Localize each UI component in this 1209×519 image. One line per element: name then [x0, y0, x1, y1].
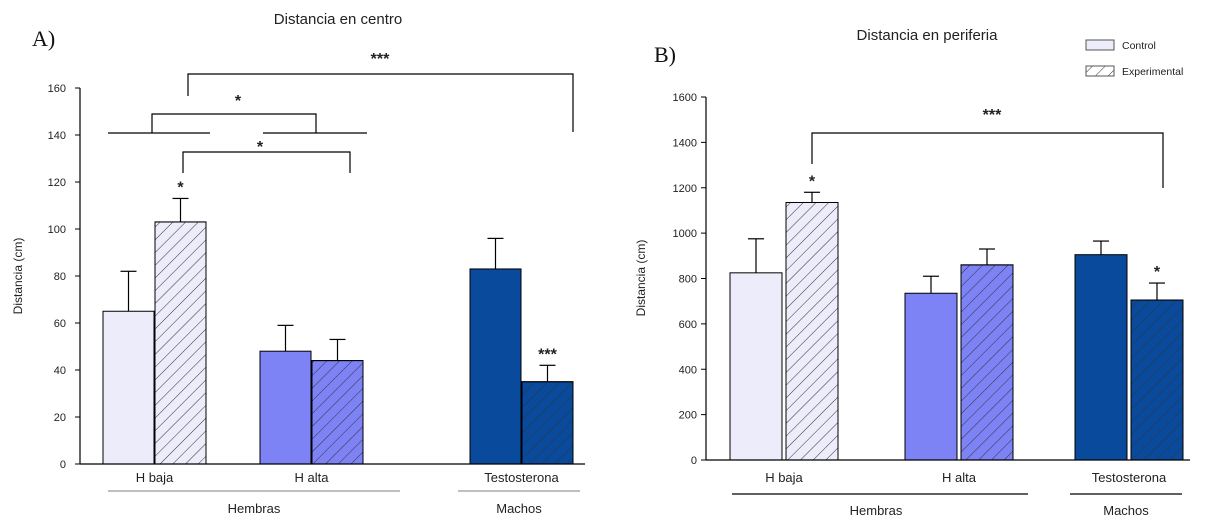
bar-annotation: *: [1154, 264, 1161, 281]
comparison-label-a-3: *: [257, 139, 264, 156]
y-ticks-a: 0 20 40 60 80 100 120 140 160: [48, 83, 585, 471]
group-label-hembras-a: Hembras: [228, 501, 281, 516]
comparison-brackets-a: *** * *: [108, 51, 574, 173]
bar: [102, 310, 155, 465]
y-tick-label: 140: [48, 130, 66, 142]
y-tick-label: 100: [48, 224, 66, 236]
bar-hatch: [311, 360, 364, 465]
y-tick-label: 120: [48, 177, 66, 189]
y-tick-label: 600: [679, 319, 697, 331]
group-label-hembras-b: Hembras: [850, 503, 903, 518]
bar-hatch: [521, 381, 574, 465]
legend-swatch-control: [1085, 39, 1115, 51]
bar-annotation: *: [177, 179, 184, 196]
y-tick-label: 0: [691, 455, 697, 467]
category-label: Testosterona: [1092, 470, 1167, 485]
bar-hatch: [785, 201, 839, 461]
category-label: Testosterona: [484, 470, 559, 485]
y-tick-label: 80: [54, 271, 66, 283]
y-tick-label: 200: [679, 410, 697, 422]
comparison-label-b-1: ***: [983, 107, 1002, 124]
bar: [259, 350, 312, 465]
comparison-label-a-2: *: [235, 93, 242, 110]
category-label: H baja: [136, 470, 174, 485]
legend-swatch-experimental: [1085, 65, 1115, 77]
legend-label-experimental: Experimental: [1122, 66, 1183, 78]
y-ticks-b: 0 200 400 600 800 1000 1200 1400 1600: [673, 92, 1190, 467]
y-axis-label-a: Distancia (cm): [11, 238, 25, 315]
chart-title-a: Distancia en centro: [274, 11, 402, 28]
legend: Control Experimental: [1085, 39, 1183, 78]
bar-annotation: ***: [538, 346, 557, 363]
group-label-machos-b: Machos: [1103, 503, 1149, 518]
bar-annotation: *: [809, 173, 816, 190]
y-tick-label: 160: [48, 83, 66, 95]
y-tick-label: 1400: [673, 137, 697, 149]
comparison-label-a-1: ***: [371, 51, 390, 68]
y-tick-label: 400: [679, 364, 697, 376]
bars-a: * H baja H alta *** Testosterona: [102, 179, 574, 485]
bar-hatch: [960, 264, 1014, 461]
category-label: H alta: [942, 470, 977, 485]
chart-panel-a: A) Distancia en centro Distancia (cm) * H…: [11, 11, 585, 516]
bars-b: * H baja H alta * Testosterona: [729, 173, 1184, 485]
y-tick-label: 60: [54, 318, 66, 330]
bar: [904, 292, 958, 461]
bar-hatch: [154, 221, 207, 465]
comparison-brackets-b: ***: [811, 107, 1164, 188]
y-tick-label: 20: [54, 412, 66, 424]
panel-label-b: B): [654, 42, 676, 67]
group-label-machos-a: Machos: [496, 501, 542, 516]
bar: [469, 268, 522, 465]
y-tick-label: 0: [60, 459, 66, 471]
bar: [1074, 254, 1128, 461]
chart-panel-b: B) Distancia en periferia Distancia (cm)…: [634, 27, 1190, 518]
y-tick-label: 40: [54, 365, 66, 377]
legend-label-control: Control: [1122, 40, 1156, 52]
panel-label-a: A): [32, 26, 55, 51]
category-label: H alta: [295, 470, 330, 485]
chart-title-b: Distancia en periferia: [857, 27, 999, 44]
y-tick-label: 1600: [673, 92, 697, 104]
y-tick-label: 1200: [673, 183, 697, 195]
y-tick-label: 1000: [673, 228, 697, 240]
y-tick-label: 800: [679, 274, 697, 286]
category-label: H baja: [765, 470, 803, 485]
y-axis-label-b: Distancia (cm): [634, 240, 648, 317]
bar: [729, 272, 783, 461]
bar-hatch: [1130, 299, 1184, 461]
